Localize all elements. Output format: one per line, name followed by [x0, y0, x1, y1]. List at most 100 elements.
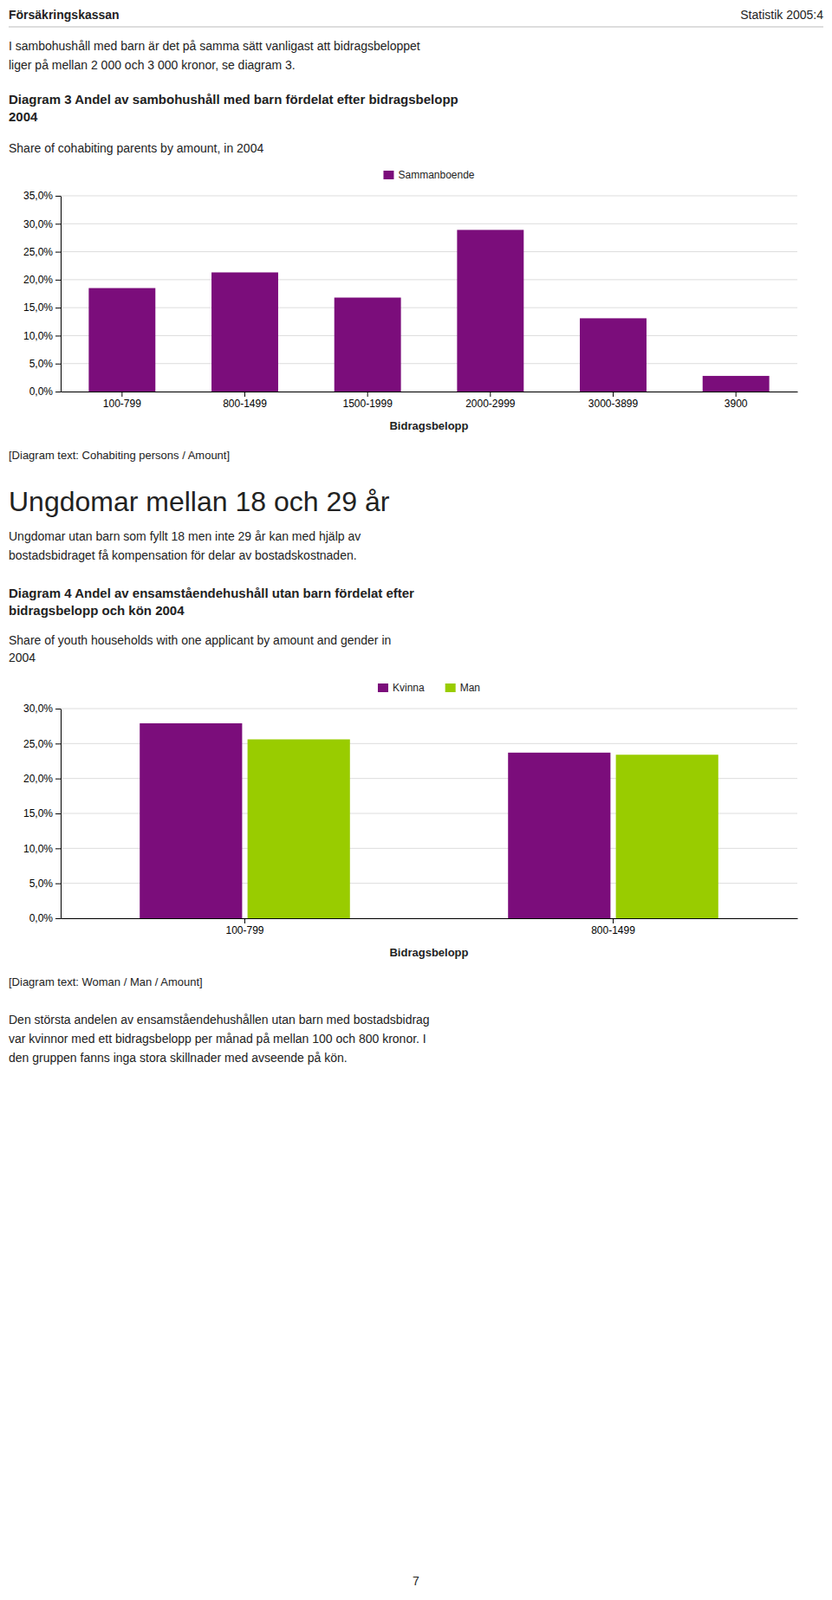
footer-text-line: var kvinnor med ett bidragsbelopp per må…: [8, 1032, 427, 1047]
section-text: Ungdomar utan barn som fyllt 18 men inte…: [8, 529, 361, 563]
y-tick-label: 0,0%: [29, 912, 54, 925]
y-tick: 10,0%: [23, 330, 61, 343]
page: Försäkringskassan Statistik 2005:4 I sambo…: [0, 0, 832, 1600]
chart-title-line: 2004: [8, 109, 39, 124]
bar: [247, 739, 351, 919]
chart-title-line: Diagram 4 Andel av ensamståendehushåll u…: [8, 585, 415, 601]
legend-swatch: [377, 683, 389, 693]
y-tick-mark: [55, 391, 61, 393]
page-header-left-line: Försäkringskassan: [8, 7, 120, 22]
y-tick-label: 25,0%: [23, 246, 53, 259]
x-tick-label: 800-1499: [222, 397, 267, 410]
y-tick-mark: [55, 364, 61, 365]
legend-swatch: [383, 170, 394, 180]
grid-line: [60, 279, 798, 280]
x-axis: 100-799 800-1499: [61, 918, 799, 937]
y-tick: 15,0%: [23, 301, 61, 314]
x-axis-title: Bidragsbelopp: [389, 419, 468, 433]
y-tick-label: 5,0%: [29, 357, 54, 371]
y-tick-mark: [55, 195, 61, 197]
x-tick-label: 800-1499: [591, 924, 636, 937]
y-tick-mark: [55, 848, 61, 850]
y-tick-label: 0,0%: [29, 385, 54, 398]
x-tick: 3900: [724, 391, 748, 410]
bar: [579, 318, 647, 392]
y-axis-line: [60, 709, 62, 920]
section-text-line: bostadsbidraget få kompensation för dela…: [8, 548, 358, 563]
chart-title-line: Diagram 3 Andel av sambohushåll med barn…: [8, 91, 459, 107]
section-title: Ungdomar mellan 18 och 29 år: [8, 486, 390, 518]
header-rule: [8, 26, 824, 28]
x-tick-label: 3000-3899: [588, 397, 639, 410]
x-tick-label: 1500-1999: [342, 397, 393, 410]
y-tick-label: 30,0%: [23, 218, 53, 231]
bar: [334, 298, 402, 392]
y-tick-mark: [55, 223, 61, 225]
legend: Sammanboende: [383, 169, 475, 182]
chart-annotation: [Diagram text: Woman / Man / Amount]: [8, 975, 203, 989]
bar: [456, 229, 524, 392]
chart-subtitle: Share of cohabiting parents by amount, i…: [8, 141, 264, 156]
y-tick-label: 35,0%: [23, 189, 53, 202]
intro-text-line: I sambohushåll med barn är det på samma …: [8, 39, 421, 53]
x-tick-mark: [367, 391, 369, 397]
page-header-right: Statistik 2005:4: [740, 7, 824, 22]
y-tick-label: 10,0%: [23, 843, 53, 856]
y-tick-mark: [55, 708, 61, 710]
legend-label: Man: [460, 682, 481, 695]
x-tick-mark: [489, 391, 491, 397]
x-tick: 800-1499: [591, 918, 636, 937]
x-tick-label: 3900: [724, 397, 748, 410]
x-axis-line: [61, 391, 799, 393]
x-tick-mark: [121, 391, 123, 397]
legend: Kvinna Man: [377, 682, 481, 695]
y-tick-label: 25,0%: [23, 738, 53, 751]
y-tick-mark: [55, 252, 61, 254]
x-tick-label: 100-799: [225, 924, 264, 937]
x-axis: 100-799800-14991500-19992000-29993000-38…: [61, 391, 799, 410]
chart-annotation: [Diagram text: Cohabiting persons / Amou…: [8, 448, 230, 462]
y-tick-mark: [55, 884, 61, 885]
y-tick-label: 15,0%: [23, 807, 53, 820]
y-tick-label: 10,0%: [23, 330, 53, 343]
grid-line: [60, 223, 798, 225]
x-tick: 100-799: [225, 918, 264, 937]
chart-annotation-line: [Diagram text: Cohabiting persons / Amou…: [8, 448, 230, 462]
page-number-line: 7: [412, 1574, 420, 1589]
y-tick: 30,0%: [23, 218, 61, 231]
y-tick: 20,0%: [23, 773, 61, 786]
y-tick-label: 20,0%: [23, 273, 53, 286]
section-title-line: Ungdomar mellan 18 och 29 år: [8, 486, 390, 518]
page-header-left: Försäkringskassan: [8, 7, 120, 22]
y-tick-mark: [55, 813, 61, 815]
y-axis: 0,0%5,0%10,0%15,0%20,0%25,0%30,0%: [23, 702, 62, 925]
bar: [88, 288, 156, 392]
y-tick: 20,0%: [23, 273, 61, 286]
x-axis-title-line: Bidragsbelopp: [389, 419, 468, 433]
legend-label: Kvinna: [392, 682, 425, 695]
y-tick-label: 20,0%: [23, 773, 53, 786]
bar: [507, 753, 611, 919]
x-tick-mark: [612, 918, 614, 924]
grid-line: [60, 307, 798, 309]
intro-text: I sambohushåll med barn är det på samma …: [8, 39, 421, 72]
grid-line: [60, 708, 798, 710]
y-tick-mark: [55, 279, 61, 281]
chart-title-line: bidragsbelopp och kön 2004: [8, 603, 185, 618]
bar-series: [139, 723, 611, 919]
x-tick: 1500-1999: [342, 391, 393, 410]
bar: [616, 754, 719, 919]
grid-line: [60, 391, 798, 393]
bar: [139, 723, 242, 919]
grid-line: [60, 335, 798, 337]
legend-item: Man: [445, 682, 481, 695]
chart-subtitle-line: Share of youth households with one appli…: [8, 633, 391, 648]
x-tick-mark: [735, 391, 737, 397]
x-axis-line: [61, 918, 799, 920]
chart: Diagram 3 Andel av sambohushåll med barn…: [8, 91, 799, 462]
x-axis-title: Bidragsbelopp: [389, 946, 468, 960]
footer-text: Den största andelen av ensamståendehushå…: [8, 1013, 430, 1066]
legend-swatch: [445, 683, 456, 693]
y-tick-label: 15,0%: [23, 301, 53, 314]
y-tick-label: 5,0%: [29, 877, 54, 891]
